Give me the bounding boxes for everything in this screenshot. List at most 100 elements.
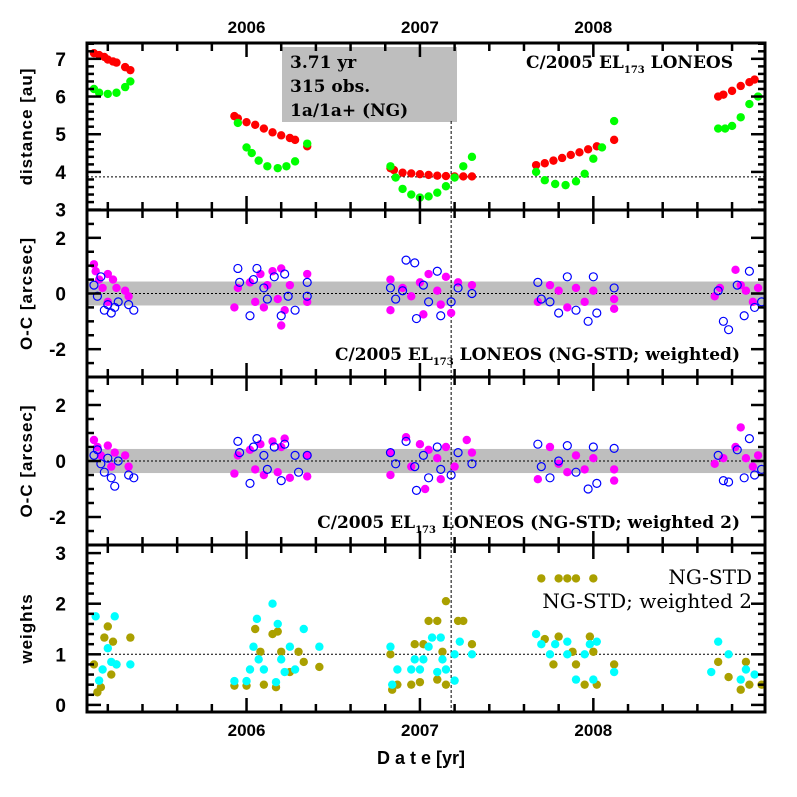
data-point-green [273,163,282,173]
data-point-olive [438,647,447,656]
data-point-magenta [268,437,277,446]
data-point-blue [410,462,420,472]
data-point-red [609,135,619,145]
data-point-blue [96,272,106,282]
data-point-magenta [731,442,740,452]
data-point-green [407,190,416,199]
data-point-blue [723,325,734,335]
data-point-blue [113,297,123,307]
data-point-green [263,162,272,171]
data-point-olive [433,616,442,626]
data-point-magenta [748,462,758,471]
data-point-red [750,75,759,84]
data-point-olive [580,680,589,689]
panel-oc2 [85,375,767,547]
data-point-cyan [290,665,300,674]
data-point-olive [554,574,563,583]
data-point-red [415,169,425,179]
data-point-green [94,88,104,97]
data-point-blue [269,442,279,452]
y-tick-label: 0 [55,452,66,473]
data-point-green [290,157,300,166]
y-axis-label: weights [17,593,36,664]
data-point-cyan [707,667,716,677]
data-point-blue [744,266,754,276]
data-point-olive [554,632,563,641]
data-point-magenta [433,454,442,463]
data-point-green [254,156,263,165]
data-point-cyan [531,629,541,639]
data-point-olive [745,680,754,689]
data-point-cyan [441,665,451,674]
data-point-blue [739,311,749,321]
data-point-green [433,188,442,197]
data-point-blue [391,294,401,304]
data-point-red [557,153,567,163]
data-point-blue [234,448,245,458]
data-point-olive [571,660,581,669]
data-point-olive [277,647,286,656]
data-point-blue [248,274,259,285]
data-point-blue [113,456,123,466]
data-point-magenta [419,310,428,319]
data-point-blue [293,467,304,477]
data-point-blue [592,308,602,318]
data-point-blue [424,473,434,483]
data-point-olive [459,616,468,626]
data-point-green [103,89,113,99]
data-point-green [120,82,130,92]
data-point-cyan [249,642,258,651]
data-point-magenta [93,442,102,452]
data-point-blue [545,473,555,483]
data-point-blue [592,478,602,488]
data-point-magenta [580,297,589,307]
data-point-red [736,81,745,91]
data-point-magenta [424,269,433,279]
x-tick-label: 2008 [574,721,612,740]
panel-weights [85,543,767,714]
data-point-blue [436,311,446,321]
data-point-olive [410,639,419,649]
data-point-magenta [250,297,260,307]
data-point-red [407,169,416,178]
data-point-blue [453,448,463,458]
data-point-magenta [731,265,740,275]
data-point-magenta [436,475,445,484]
data-point-red [540,159,549,168]
data-point-green [561,180,570,190]
data-point-red [126,65,135,75]
data-point-blue [424,297,434,307]
data-point-blue [533,439,543,449]
y-tick-label: -2 [49,508,66,529]
data-point-magenta [446,308,456,318]
data-point-blue [588,442,598,452]
info-line: 315 obs. [290,77,370,97]
data-point-red [290,135,300,145]
data-point-green [580,169,589,179]
data-point-cyan [424,642,433,651]
data-point-magenta [609,294,619,304]
data-point-olive [299,657,308,667]
data-point-cyan [386,642,395,651]
data-point-blue [302,450,312,460]
data-point-cyan [387,680,397,689]
data-point-olive [713,657,723,667]
data-point-magenta [303,451,312,460]
data-point-magenta [462,435,471,445]
data-point-blue [609,443,619,453]
panel-title: C/2005 EL173 LONEOS (NG-STD; weighted) [335,345,740,368]
data-point-blue [92,445,103,455]
data-point-blue [234,277,245,287]
data-point-blue [401,436,411,446]
data-point-magenta [609,476,619,485]
y-tick-label: 6 [55,88,66,109]
data-point-magenta [230,303,239,312]
data-point-blue [259,450,269,460]
legend-entry: NG-STD [668,565,752,589]
data-point-blue [411,485,422,495]
data-point-red [433,171,442,180]
data-point-blue [280,439,290,449]
data-point-green [398,184,407,194]
data-point-blue [562,272,572,282]
data-point-green [242,143,251,152]
